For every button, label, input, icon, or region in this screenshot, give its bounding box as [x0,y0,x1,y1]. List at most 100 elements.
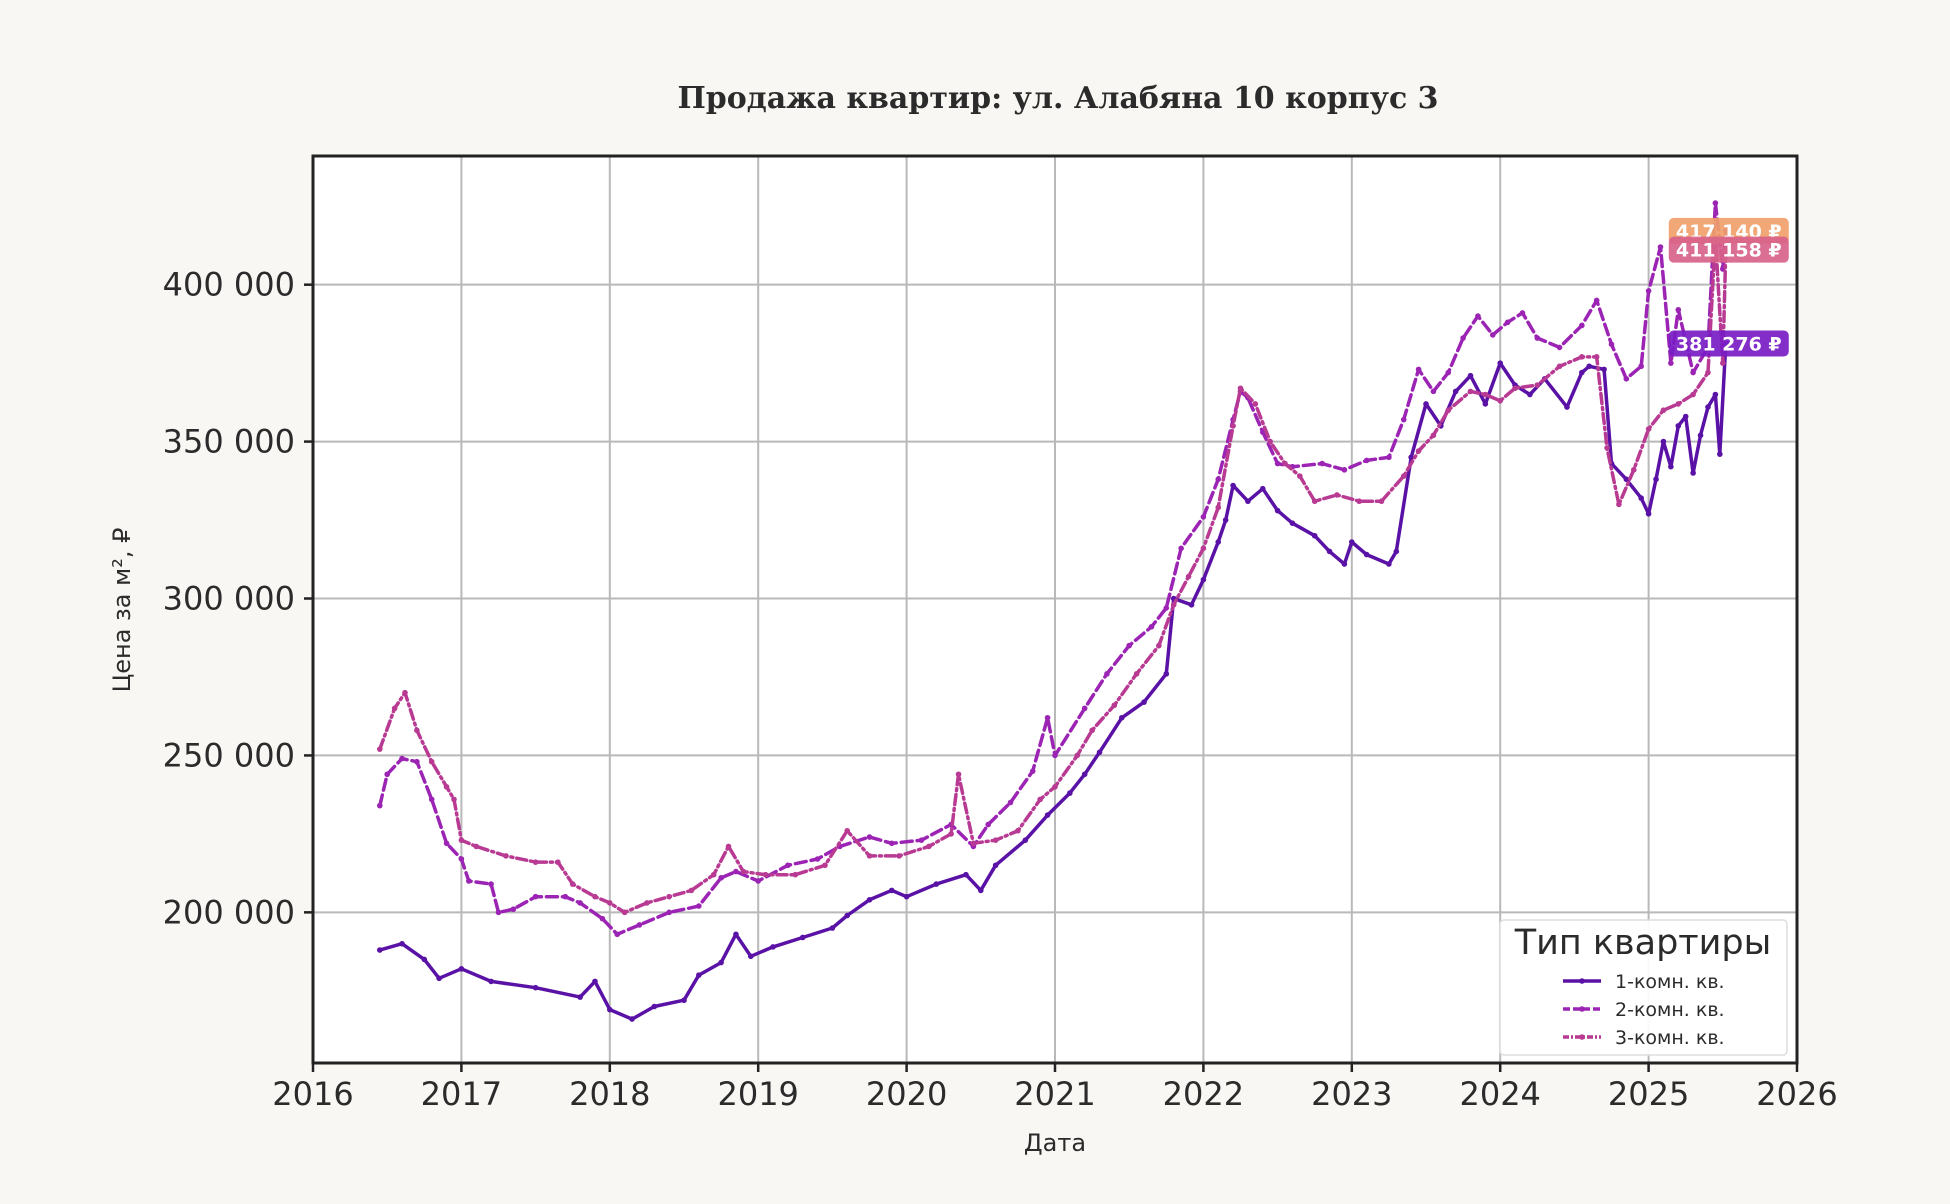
data-point [1668,360,1674,366]
data-point [1527,391,1533,398]
data-point [503,853,509,859]
data-point [1556,363,1563,370]
data-point [1579,354,1585,360]
data-point [1386,454,1392,461]
data-point [1564,404,1570,410]
data-point [402,689,408,696]
data-point [1282,460,1288,467]
data-point [696,903,702,909]
data-point [399,940,405,947]
end-value-badges: 381 276 ₽417 140 ₽411 158 ₽ [1668,217,1789,357]
data-point [473,843,480,850]
data-point [1044,812,1051,818]
data-point [1512,385,1518,392]
data-point [1259,485,1266,492]
data-point [1579,369,1585,376]
data-point [1645,288,1652,294]
data-point [666,893,672,900]
x-axis: 2016 2017 2018 2019 2020 2021 2022 2023 2024 2025… [272,1063,1838,1113]
data-point [1274,507,1281,514]
data-point [376,802,383,809]
data-point [1074,752,1081,759]
data-point [1081,771,1088,778]
data-point [1638,495,1644,501]
data-point [1081,705,1088,712]
data-point [814,856,821,862]
data-point [1163,605,1170,611]
y-tick-label: 300 000 [163,580,295,618]
y-tick-label: 350 000 [163,423,295,461]
x-tick-label: 2025 [1608,1075,1689,1113]
data-point [1556,344,1563,351]
data-point [1188,601,1195,608]
data-point [436,975,442,982]
data-point [978,887,984,894]
data-point [1356,498,1363,505]
data-point [844,827,851,834]
data-point [1705,369,1711,376]
data-point [488,978,494,985]
data-point [1200,576,1207,583]
data-point [747,953,754,960]
data-point [399,755,405,762]
x-tick-label: 2020 [866,1075,947,1113]
data-point [1326,548,1333,555]
data-point [428,758,435,765]
data-point [621,909,628,916]
data-point [1141,699,1147,705]
data-point [1178,545,1184,552]
data-point [1052,752,1058,759]
legend-marker [1579,978,1585,984]
data-point [592,978,598,985]
data-point [376,746,383,752]
data-point [1623,476,1630,483]
data-point [955,771,962,778]
legend-title: Тип квартиры [1514,923,1772,963]
legend-label: 1-комн. кв. [1615,971,1725,993]
series-line [378,235,1728,915]
data-point [762,871,769,878]
data-point [451,796,457,803]
data-point [844,912,851,919]
data-point [1341,467,1348,473]
y-tick-label: 250 000 [163,736,295,774]
data-point [1022,837,1029,843]
data-point [592,893,598,900]
data-point [1386,561,1392,567]
data-point [510,906,517,913]
data-point [718,959,724,966]
data-point [636,922,643,928]
data-point [1467,372,1474,379]
data-point [710,871,717,878]
data-point [903,893,910,900]
x-tick-label: 2024 [1459,1075,1540,1113]
data-point [1497,397,1503,404]
data-point [1200,514,1207,520]
data-point [614,931,621,938]
data-point [1067,790,1073,796]
legend: Тип квартиры 1-комн. кв. 2-комн. кв. 3-ком… [1499,919,1788,1056]
data-point [1104,671,1110,677]
data-point [599,915,606,922]
data-point [1126,642,1132,649]
data-point [696,972,702,978]
data-point [1608,341,1615,348]
data-point [1504,319,1511,326]
data-point [1215,504,1222,511]
data-point [1118,714,1125,721]
data-point [488,881,494,887]
data-point [896,853,902,859]
data-point [651,1003,658,1010]
data-point [1245,498,1251,505]
data-point [1089,727,1095,734]
data-point [1400,416,1407,423]
data-point [1415,448,1422,454]
y-axis-label: Цена за м², ₽ [108,528,136,693]
legend-items: 1-комн. кв. 2-комн. кв. 3-комн. кв. [1563,971,1725,1049]
data-point [577,994,583,1000]
data-point [1452,388,1459,395]
data-point [1408,454,1414,461]
data-point [376,947,383,953]
data-point [1601,366,1607,373]
data-point [1638,363,1644,370]
